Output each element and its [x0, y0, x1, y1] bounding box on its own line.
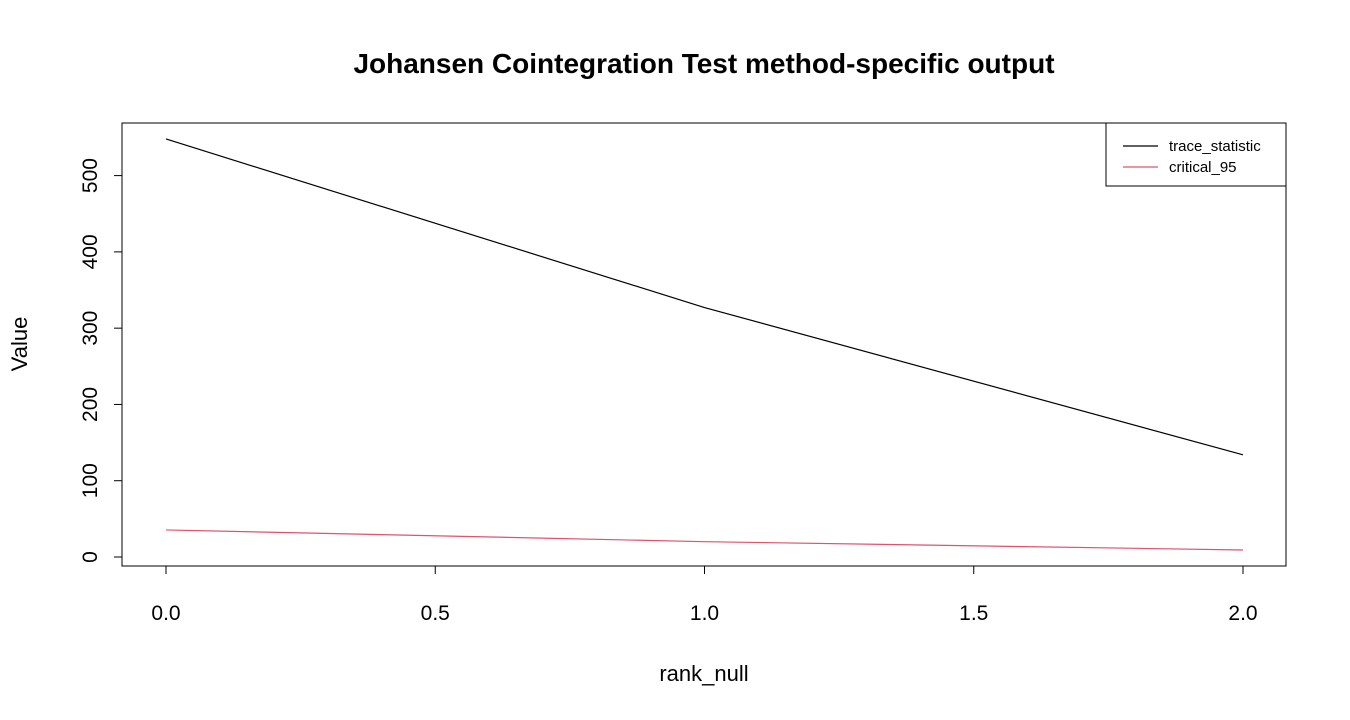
series-line-critical-95: [165, 529, 1244, 551]
x-tick-label: 2.0: [1228, 602, 1257, 625]
y-tick-label: 200: [79, 387, 102, 422]
x-axis-label: rank_null: [659, 661, 748, 686]
x-tick-label: 0.5: [421, 602, 450, 625]
series-layer: [165, 138, 1244, 551]
x-axis: 0.0 0.5 1.0 1.5 2.0: [151, 565, 1258, 625]
y-tick-label: 100: [79, 463, 102, 498]
y-tick-label: 0: [79, 551, 102, 563]
y-axis: 0 100 200 300 400 500: [79, 158, 123, 563]
y-tick-label: 300: [79, 311, 102, 346]
x-tick-label: 1.0: [690, 602, 719, 625]
legend: trace_statistic critical_95: [1105, 122, 1287, 187]
y-tick-label: 400: [79, 234, 102, 269]
y-tick-label: 500: [79, 158, 102, 193]
x-tick-label: 0.0: [151, 602, 180, 625]
legend-label: critical_95: [1169, 159, 1237, 176]
chart-title: Johansen Cointegration Test method-speci…: [353, 48, 1054, 79]
legend-box: [1105, 122, 1287, 187]
x-tick-label: 1.5: [959, 602, 988, 625]
legend-label: trace_statistic: [1169, 138, 1261, 155]
y-axis-label: Value: [7, 317, 32, 372]
plot-area-frame: [121, 122, 1287, 567]
series-line-trace-statistic: [165, 138, 1244, 456]
